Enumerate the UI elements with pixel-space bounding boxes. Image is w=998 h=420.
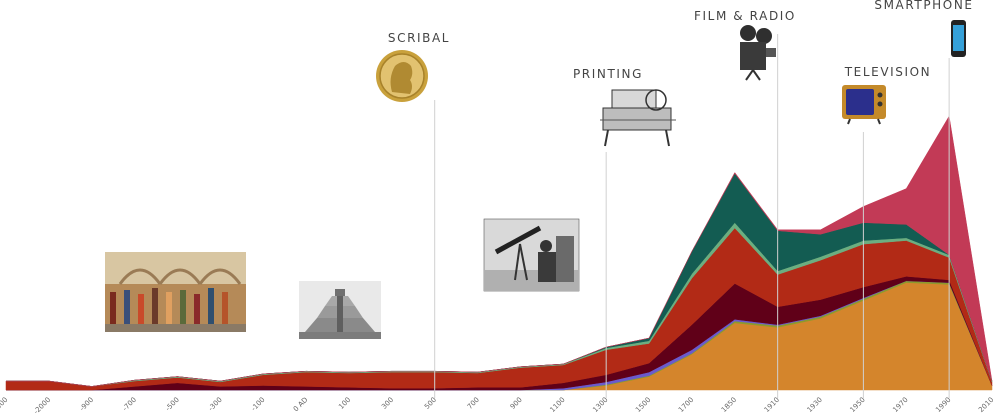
x-tick-label: 1500 [634,396,652,414]
x-tick-label: 100 [337,396,352,411]
printing-press-icon [600,89,676,147]
x-tick-label: -900 [78,396,95,413]
x-tick-label: -100 [250,396,267,413]
era-label-smartphone: SMARTPHONE [874,0,973,12]
x-tick-label: 1930 [806,396,824,414]
era-label-scribal: SCRIBAL [388,31,450,45]
step-pyramid-photo [299,281,381,339]
film-camera-icon [740,25,776,81]
x-tick-label: 900 [509,396,524,411]
area-layers [5,115,993,391]
x-tick-label: 500 [423,396,438,411]
school-of-athens-painting [105,252,246,332]
x-tick-label: 1850 [720,396,738,414]
area-series-7 [6,115,993,387]
x-tick-label: 1300 [591,396,609,414]
gold-coin-icon [376,50,428,102]
astronomer-telescope-engraving [483,218,580,292]
x-tick-label: 1100 [548,396,566,414]
era-label-television: TELEVISION [844,65,932,79]
smartphone-icon [951,20,966,57]
x-tick-label: 2010 [977,396,995,414]
era-labels: SCRIBAL PRINTING FILM & RADIO TELEVISION SMA… [388,0,973,81]
x-tick-label: 700 [466,396,481,411]
x-tick-label: 0 AD [292,396,310,414]
x-tick-label: -700 [121,396,138,413]
x-tick-label: 1910 [763,396,781,414]
era-label-film-radio: FILM & RADIO [694,9,796,23]
x-tick-label: 1970 [891,396,909,414]
x-tick-label: 1950 [849,396,867,414]
x-tick-label: -500 [164,396,181,413]
x-tick-label: -4000 [0,396,9,416]
x-tick-label: 300 [380,396,395,411]
x-tick-label: -300 [207,396,224,413]
x-tick-label: 1990 [934,396,952,414]
x-axis-ticks: -4000 -2000 -900 -700 -500 -300 -100 0 AD 100 300… [0,396,995,416]
television-icon [842,85,886,125]
era-label-printing: PRINTING [573,67,643,81]
x-tick-label: -2000 [32,396,52,416]
x-tick-label: 1700 [677,396,695,414]
era-guide-lines [434,34,950,398]
